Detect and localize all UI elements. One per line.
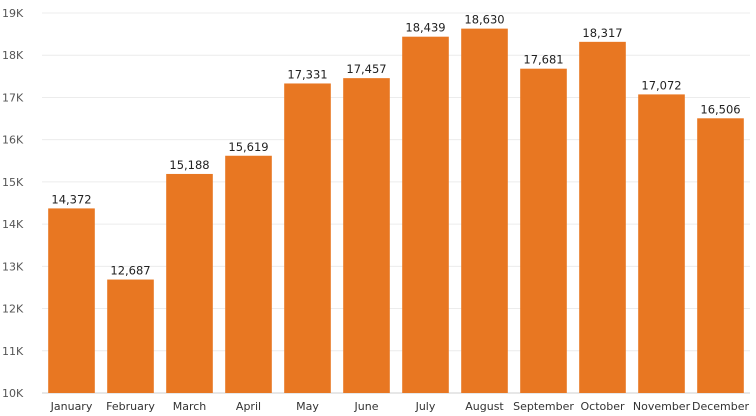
bar (166, 173, 213, 393)
y-tick-label: 19K (2, 7, 24, 20)
category-label: April (236, 400, 261, 413)
y-tick-label: 18K (2, 49, 24, 62)
bar (343, 78, 390, 393)
bar (107, 279, 154, 393)
y-tick-label: 10K (2, 387, 24, 400)
y-tick-label: 11K (2, 345, 24, 358)
y-tick-label: 16K (2, 134, 24, 147)
bar (225, 155, 272, 393)
y-axis-ticks: 10K 11K 12K 13K 14K 15K 16K 17K 18K 19K (2, 7, 24, 400)
category-label: October (580, 400, 624, 413)
bar (520, 68, 567, 394)
bar (461, 28, 508, 393)
category-label: March (173, 400, 207, 413)
bar (697, 118, 744, 394)
data-label: 15,188 (169, 158, 209, 172)
data-label: 17,457 (346, 62, 386, 76)
category-label: February (106, 400, 155, 413)
bars (48, 28, 744, 394)
category-label: January (50, 400, 93, 413)
category-label: May (296, 400, 319, 413)
bar (579, 41, 626, 394)
category-label: June (354, 400, 379, 413)
category-label: July (415, 400, 436, 413)
data-label: 17,681 (523, 53, 563, 67)
bar (402, 36, 449, 393)
y-tick-label: 13K (2, 260, 24, 273)
category-label: November (633, 400, 691, 413)
bar (284, 83, 331, 394)
gridlines (42, 12, 750, 394)
y-tick-label: 15K (2, 176, 24, 189)
bar (48, 208, 95, 393)
data-label: 17,072 (641, 78, 681, 92)
category-label: December (692, 400, 750, 413)
data-label: 15,619 (228, 140, 268, 154)
data-label: 17,331 (287, 67, 327, 81)
data-label: 12,687 (110, 264, 150, 278)
bar (638, 94, 685, 393)
y-tick-label: 12K (2, 303, 24, 316)
data-label: 18,317 (582, 26, 622, 40)
y-tick-label: 14K (2, 218, 24, 231)
data-label: 18,439 (405, 21, 445, 35)
x-axis-categories: January February March April May June July Augu… (50, 400, 750, 413)
category-label: August (465, 400, 504, 413)
category-label: September (513, 400, 574, 413)
y-tick-label: 17K (2, 91, 24, 104)
data-labels: 14,372 12,687 15,188 15,619 17,331 17,457 18,4… (51, 13, 740, 278)
data-label: 14,372 (51, 192, 91, 206)
data-label: 16,506 (700, 102, 740, 116)
data-label: 18,630 (464, 13, 504, 27)
